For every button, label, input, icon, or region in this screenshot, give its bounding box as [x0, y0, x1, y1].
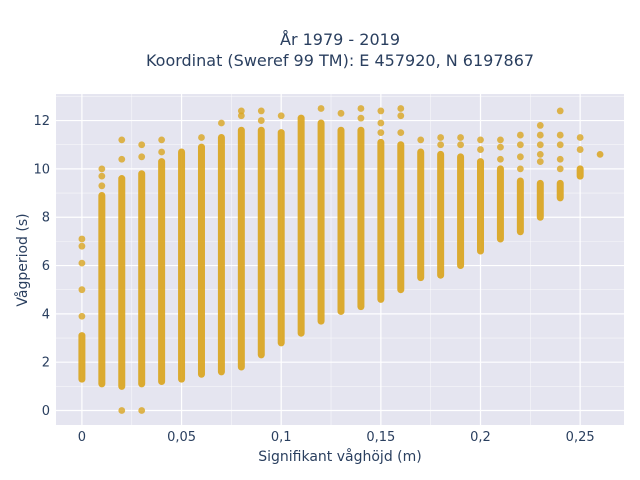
data-point	[118, 136, 126, 144]
data-point	[118, 155, 126, 163]
data-point	[257, 117, 265, 124]
x-tick-label: 0,1	[271, 430, 292, 445]
data-point	[556, 165, 564, 173]
data-point	[218, 119, 225, 127]
data-point	[497, 136, 504, 144]
data-point	[556, 155, 564, 163]
data-point	[198, 134, 205, 141]
x-tick-label: 0,05	[167, 430, 196, 445]
x-tick-label: 0	[78, 430, 86, 445]
data-point	[536, 131, 544, 139]
y-tick-label: 6	[42, 259, 50, 274]
points-layer	[78, 105, 604, 414]
data-point	[457, 141, 464, 149]
data-point	[158, 136, 166, 144]
y-tick-label: 0	[42, 404, 50, 419]
chart-title-line-1: År 1979 - 2019	[280, 30, 400, 49]
data-point	[357, 114, 365, 122]
data-point	[257, 107, 265, 115]
y-axis-label: Vågperiod (s)	[14, 213, 31, 306]
data-point	[98, 165, 106, 173]
data-point	[277, 112, 285, 120]
x-tick-label: 0,2	[470, 430, 491, 445]
y-tick-label: 4	[42, 307, 50, 322]
data-point	[556, 131, 564, 139]
data-point	[78, 235, 86, 243]
data-point	[477, 136, 484, 144]
data-point	[78, 259, 86, 267]
data-point	[516, 153, 524, 161]
data-point	[516, 165, 524, 173]
data-point	[497, 155, 504, 163]
y-tick-label: 10	[33, 162, 50, 177]
data-point	[138, 153, 146, 161]
data-point	[237, 112, 245, 120]
data-point	[576, 134, 584, 141]
data-point	[158, 148, 166, 156]
data-point	[536, 122, 544, 129]
data-point	[437, 141, 445, 149]
data-point	[317, 105, 325, 112]
data-point	[98, 182, 106, 190]
data-point	[118, 407, 126, 414]
data-point	[536, 151, 544, 158]
data-point	[377, 107, 385, 115]
data-point	[477, 146, 484, 153]
x-tick-label: 0,15	[366, 430, 395, 445]
y-tick-label: 2	[42, 356, 50, 371]
data-point	[536, 158, 544, 166]
data-point	[516, 141, 524, 149]
data-point	[576, 146, 584, 153]
data-point	[556, 141, 564, 149]
data-point	[377, 129, 385, 137]
y-tick-label: 12	[33, 114, 50, 129]
data-point	[237, 107, 245, 115]
data-point	[556, 107, 564, 115]
y-tick-label: 8	[42, 211, 50, 226]
data-point	[98, 172, 106, 180]
data-point	[138, 407, 146, 414]
data-point	[397, 129, 405, 137]
data-point	[138, 141, 146, 149]
data-point	[397, 105, 405, 112]
data-point	[377, 119, 385, 127]
data-point	[78, 312, 86, 320]
x-tick-label: 0,25	[566, 430, 595, 445]
data-point	[337, 109, 345, 117]
data-point	[357, 105, 365, 112]
data-point	[516, 131, 524, 139]
data-point	[437, 134, 445, 141]
chart-title-line-2: Koordinat (Sweref 99 TM): E 457920, N 61…	[146, 51, 534, 70]
data-point	[78, 242, 86, 250]
data-point	[457, 134, 464, 141]
x-axis-label: Signifikant våghöjd (m)	[258, 448, 421, 465]
data-point	[596, 151, 604, 158]
data-point	[78, 286, 86, 294]
data-point	[497, 143, 504, 151]
data-point	[397, 112, 405, 120]
data-point	[417, 136, 425, 144]
data-point	[536, 141, 544, 149]
ticks-layer: 0 2 4 6 8 10 12 0 0,05 0,1 0,15 0,2 0,25	[33, 114, 594, 445]
